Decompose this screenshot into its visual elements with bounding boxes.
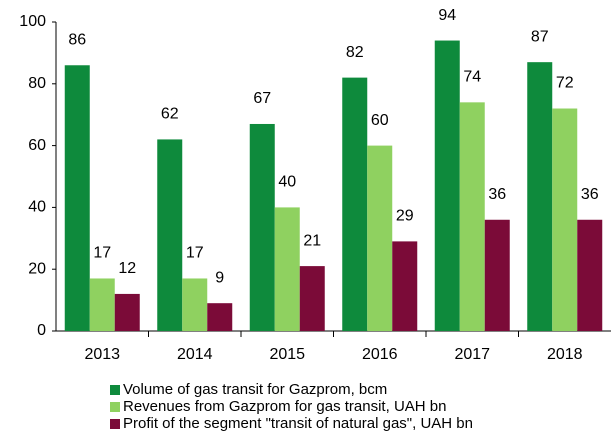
x-tick-label: 2017 (454, 346, 490, 363)
bar (157, 139, 183, 331)
data-label: 60 (371, 112, 389, 129)
legend-label: Revenues from Gazprom for gas transit, U… (123, 398, 446, 415)
data-label: 29 (396, 208, 414, 225)
data-label: 86 (68, 31, 86, 48)
y-tick-label: 40 (28, 199, 46, 216)
data-label: 12 (118, 260, 136, 277)
legend-swatch (110, 419, 120, 429)
x-tick-label: 2018 (547, 346, 583, 363)
bar (552, 108, 578, 332)
bar (434, 40, 460, 331)
bar (182, 278, 208, 331)
legend-swatch (110, 385, 120, 395)
data-label: 72 (556, 75, 574, 92)
bar (342, 77, 368, 332)
bar (484, 219, 510, 331)
data-label: 67 (253, 90, 271, 107)
bar (64, 65, 90, 331)
bar (577, 219, 603, 331)
y-tick-label: 20 (28, 260, 46, 277)
y-tick-label: 0 (37, 322, 46, 339)
data-label: 36 (581, 186, 599, 203)
data-label: 40 (278, 174, 296, 191)
data-label: 74 (463, 69, 481, 86)
bar (459, 102, 485, 331)
bar (207, 303, 233, 331)
bar (249, 123, 275, 331)
data-label: 17 (186, 245, 204, 262)
y-tick-label: 80 (28, 75, 46, 92)
data-label: 62 (161, 106, 179, 123)
y-tick-label: 100 (19, 13, 46, 30)
bar (299, 266, 325, 331)
bar (274, 207, 300, 331)
data-label: 87 (531, 28, 549, 45)
data-label: 21 (303, 232, 321, 249)
data-label: 36 (488, 186, 506, 203)
bar (89, 278, 115, 331)
data-label: 9 (215, 269, 224, 286)
bar (392, 241, 418, 331)
data-label: 82 (346, 44, 364, 61)
bar (114, 293, 140, 331)
x-tick-label: 2016 (362, 346, 398, 363)
x-tick-label: 2015 (269, 346, 305, 363)
y-tick-label: 60 (28, 137, 46, 154)
legend-label: Profit of the segment "transit of natura… (123, 415, 473, 432)
data-label: 17 (93, 245, 111, 262)
bar (367, 145, 393, 331)
x-tick-label: 2014 (177, 346, 213, 363)
x-tick-label: 2013 (84, 346, 120, 363)
legend-label: Volume of gas transit for Gazprom, bcm (123, 381, 387, 398)
bar (527, 62, 553, 332)
data-label: 94 (438, 7, 456, 24)
legend-swatch (110, 402, 120, 412)
